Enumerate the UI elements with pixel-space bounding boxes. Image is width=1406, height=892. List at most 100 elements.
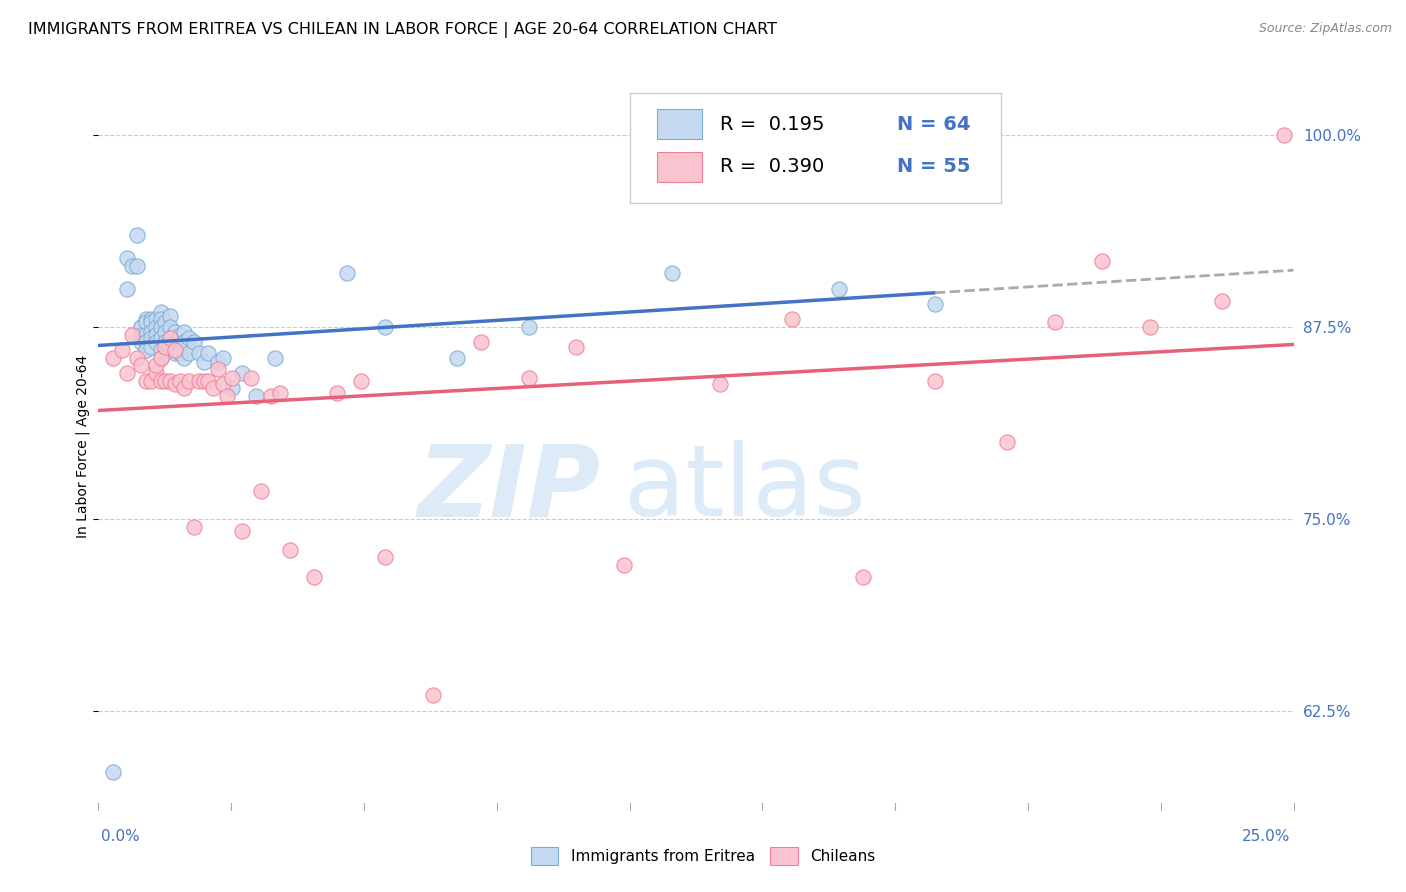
- Point: [852, 570, 875, 584]
- Point: [924, 297, 946, 311]
- Point: [149, 320, 172, 334]
- Point: [780, 312, 803, 326]
- Point: [131, 359, 153, 373]
- Point: [924, 374, 946, 388]
- Point: [125, 259, 148, 273]
- Point: [139, 374, 162, 388]
- Point: [159, 331, 181, 345]
- Point: [135, 316, 157, 330]
- Point: [221, 370, 243, 384]
- Point: [163, 346, 186, 360]
- Point: [155, 374, 177, 388]
- Point: [159, 331, 181, 345]
- FancyBboxPatch shape: [657, 109, 702, 139]
- Point: [211, 351, 233, 365]
- Point: [173, 381, 195, 395]
- Point: [250, 484, 273, 499]
- Point: [211, 376, 233, 391]
- Point: [470, 335, 492, 350]
- Point: [139, 331, 162, 345]
- Point: [159, 343, 181, 357]
- Point: [135, 374, 157, 388]
- Point: [193, 374, 215, 388]
- Point: [101, 351, 124, 365]
- Point: [149, 312, 172, 326]
- Point: [179, 346, 201, 360]
- Point: [193, 355, 215, 369]
- Point: [197, 346, 219, 360]
- Point: [155, 325, 177, 339]
- Point: [135, 312, 157, 326]
- Point: [245, 389, 267, 403]
- Point: [145, 335, 167, 350]
- Point: [1043, 316, 1066, 330]
- Point: [613, 558, 636, 572]
- Point: [149, 343, 172, 357]
- Point: [121, 327, 143, 342]
- Point: [217, 389, 239, 403]
- Point: [221, 381, 243, 395]
- Point: [264, 351, 287, 365]
- Point: [173, 325, 195, 339]
- Legend: Immigrants from Eritrea, Chileans: Immigrants from Eritrea, Chileans: [524, 841, 882, 871]
- Point: [131, 320, 153, 334]
- Point: [565, 340, 588, 354]
- Point: [1139, 320, 1161, 334]
- Point: [131, 335, 153, 350]
- Point: [828, 282, 851, 296]
- Point: [374, 550, 396, 565]
- Point: [163, 376, 186, 391]
- Point: [173, 351, 195, 365]
- Point: [1272, 128, 1295, 143]
- Text: IMMIGRANTS FROM ERITREA VS CHILEAN IN LABOR FORCE | AGE 20-64 CORRELATION CHART: IMMIGRANTS FROM ERITREA VS CHILEAN IN LA…: [28, 22, 778, 38]
- Point: [135, 335, 157, 350]
- Point: [149, 351, 172, 365]
- Point: [115, 366, 138, 380]
- Point: [183, 519, 205, 533]
- Point: [169, 346, 191, 360]
- Point: [995, 435, 1018, 450]
- Point: [155, 340, 177, 354]
- Point: [149, 351, 172, 365]
- Point: [135, 343, 157, 357]
- Point: [350, 374, 373, 388]
- Point: [240, 370, 263, 384]
- Point: [302, 570, 325, 584]
- Point: [125, 227, 148, 242]
- Point: [517, 320, 540, 334]
- Y-axis label: In Labor Force | Age 20-64: In Labor Force | Age 20-64: [75, 354, 90, 538]
- Point: [1211, 293, 1233, 308]
- Point: [163, 343, 186, 357]
- Text: N = 64: N = 64: [897, 115, 970, 134]
- Point: [197, 374, 219, 388]
- Point: [135, 327, 157, 342]
- Point: [149, 304, 172, 318]
- Point: [187, 374, 209, 388]
- FancyBboxPatch shape: [657, 152, 702, 182]
- Point: [169, 327, 191, 342]
- Point: [173, 335, 195, 350]
- Text: R =  0.390: R = 0.390: [720, 158, 824, 177]
- Point: [115, 251, 138, 265]
- Point: [159, 320, 181, 334]
- Point: [207, 355, 229, 369]
- Point: [1091, 254, 1114, 268]
- Point: [207, 361, 229, 376]
- Point: [131, 327, 153, 342]
- Point: [259, 389, 281, 403]
- Point: [326, 386, 349, 401]
- FancyBboxPatch shape: [630, 93, 1001, 203]
- Point: [131, 320, 153, 334]
- Point: [149, 331, 172, 345]
- Point: [155, 316, 177, 330]
- Point: [163, 325, 186, 339]
- Text: atlas: atlas: [624, 441, 866, 537]
- Point: [169, 374, 191, 388]
- Text: Source: ZipAtlas.com: Source: ZipAtlas.com: [1258, 22, 1392, 36]
- Point: [125, 351, 148, 365]
- Text: 25.0%: 25.0%: [1243, 830, 1291, 844]
- Point: [517, 370, 540, 384]
- Point: [661, 266, 683, 280]
- Point: [269, 386, 291, 401]
- Point: [446, 351, 468, 365]
